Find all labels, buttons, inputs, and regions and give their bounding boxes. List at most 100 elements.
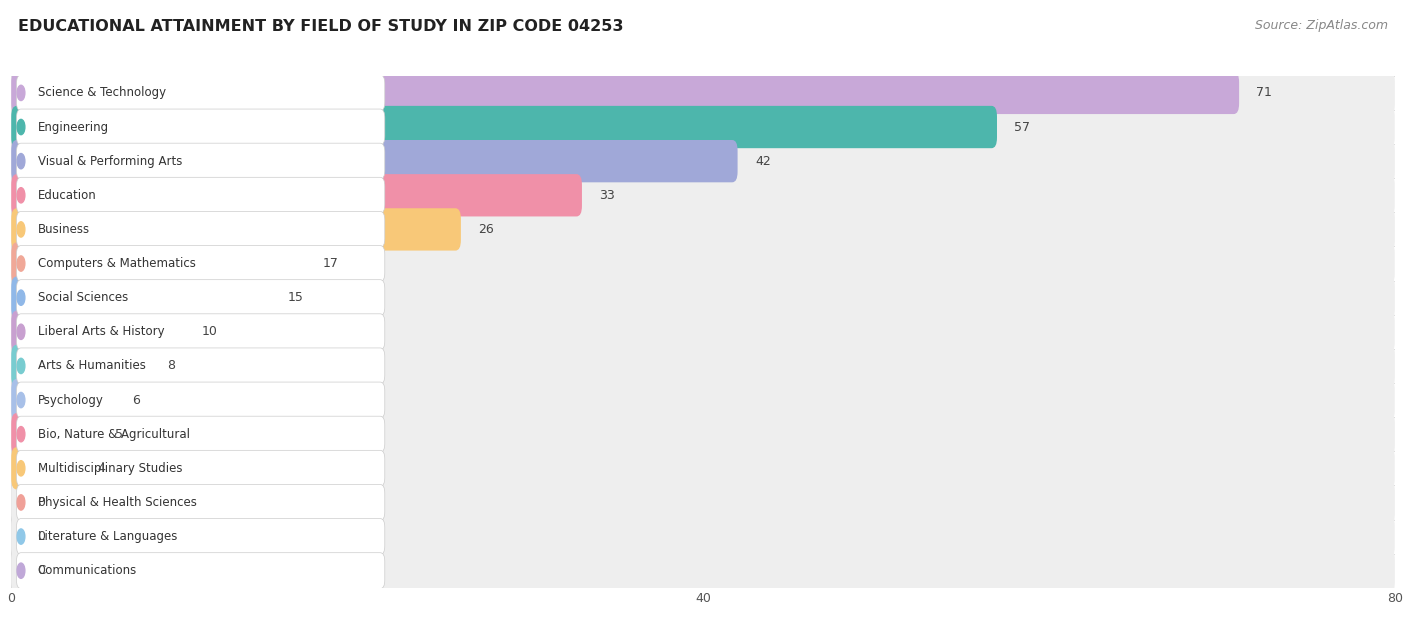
Text: 71: 71: [1257, 87, 1272, 99]
FancyBboxPatch shape: [17, 553, 385, 588]
FancyBboxPatch shape: [11, 311, 1395, 353]
FancyBboxPatch shape: [17, 280, 385, 315]
FancyBboxPatch shape: [11, 345, 149, 387]
Text: Business: Business: [38, 223, 90, 236]
FancyBboxPatch shape: [11, 246, 1395, 281]
Text: 0: 0: [37, 564, 45, 577]
FancyBboxPatch shape: [17, 212, 385, 247]
FancyBboxPatch shape: [11, 516, 1395, 557]
FancyBboxPatch shape: [11, 520, 1395, 554]
FancyBboxPatch shape: [11, 447, 1395, 489]
Text: Psychology: Psychology: [38, 394, 104, 406]
Circle shape: [17, 358, 25, 374]
FancyBboxPatch shape: [11, 72, 1395, 114]
FancyBboxPatch shape: [11, 277, 271, 319]
FancyBboxPatch shape: [11, 550, 1395, 592]
Text: Visual & Performing Arts: Visual & Performing Arts: [38, 155, 181, 167]
FancyBboxPatch shape: [17, 178, 385, 213]
Circle shape: [17, 427, 25, 442]
Text: Arts & Humanities: Arts & Humanities: [38, 360, 146, 372]
Text: 17: 17: [322, 257, 339, 270]
Text: 42: 42: [755, 155, 770, 167]
FancyBboxPatch shape: [11, 174, 582, 216]
FancyBboxPatch shape: [11, 482, 1395, 523]
Text: 5: 5: [115, 428, 122, 441]
FancyBboxPatch shape: [11, 485, 1395, 520]
FancyBboxPatch shape: [11, 243, 1395, 284]
Circle shape: [17, 324, 25, 339]
Text: 57: 57: [1014, 121, 1031, 133]
FancyBboxPatch shape: [11, 554, 1395, 588]
FancyBboxPatch shape: [11, 140, 1395, 182]
Text: Communications: Communications: [38, 564, 136, 577]
FancyBboxPatch shape: [17, 416, 385, 452]
FancyBboxPatch shape: [11, 349, 1395, 383]
Text: Literature & Languages: Literature & Languages: [38, 530, 177, 543]
FancyBboxPatch shape: [11, 72, 1239, 114]
FancyBboxPatch shape: [11, 311, 184, 353]
Text: 0: 0: [37, 496, 45, 509]
FancyBboxPatch shape: [17, 143, 385, 179]
FancyBboxPatch shape: [11, 209, 461, 250]
FancyBboxPatch shape: [11, 110, 1395, 144]
FancyBboxPatch shape: [11, 413, 1395, 455]
FancyBboxPatch shape: [17, 485, 385, 520]
FancyBboxPatch shape: [17, 519, 385, 554]
Circle shape: [17, 290, 25, 305]
Text: 33: 33: [599, 189, 614, 202]
Circle shape: [17, 222, 25, 237]
Circle shape: [17, 256, 25, 271]
Text: 0: 0: [37, 530, 45, 543]
FancyBboxPatch shape: [11, 76, 1395, 110]
FancyBboxPatch shape: [11, 345, 1395, 387]
Circle shape: [17, 495, 25, 510]
Circle shape: [17, 529, 25, 544]
FancyBboxPatch shape: [11, 212, 1395, 246]
Text: 10: 10: [201, 325, 218, 338]
FancyBboxPatch shape: [11, 277, 1395, 319]
Text: 6: 6: [132, 394, 141, 406]
FancyBboxPatch shape: [11, 140, 738, 182]
FancyBboxPatch shape: [11, 413, 98, 455]
FancyBboxPatch shape: [11, 315, 1395, 349]
Circle shape: [17, 461, 25, 476]
FancyBboxPatch shape: [11, 281, 1395, 315]
Text: 26: 26: [478, 223, 494, 236]
Circle shape: [17, 85, 25, 100]
FancyBboxPatch shape: [11, 383, 1395, 417]
FancyBboxPatch shape: [17, 382, 385, 418]
FancyBboxPatch shape: [11, 451, 1395, 485]
FancyBboxPatch shape: [11, 106, 997, 148]
Text: 15: 15: [288, 291, 304, 304]
Text: 8: 8: [167, 360, 174, 372]
FancyBboxPatch shape: [17, 246, 385, 281]
Circle shape: [17, 392, 25, 408]
FancyBboxPatch shape: [11, 174, 1395, 216]
FancyBboxPatch shape: [17, 75, 385, 111]
FancyBboxPatch shape: [11, 379, 115, 421]
FancyBboxPatch shape: [11, 144, 1395, 178]
Circle shape: [17, 188, 25, 203]
FancyBboxPatch shape: [11, 379, 1395, 421]
Circle shape: [17, 154, 25, 169]
FancyBboxPatch shape: [11, 417, 1395, 451]
FancyBboxPatch shape: [17, 314, 385, 349]
Text: 4: 4: [98, 462, 105, 475]
Text: Social Sciences: Social Sciences: [38, 291, 128, 304]
Text: Bio, Nature & Agricultural: Bio, Nature & Agricultural: [38, 428, 190, 441]
FancyBboxPatch shape: [11, 243, 305, 284]
Circle shape: [17, 119, 25, 135]
Text: Engineering: Engineering: [38, 121, 108, 133]
FancyBboxPatch shape: [17, 451, 385, 486]
FancyBboxPatch shape: [11, 447, 80, 489]
Text: Computers & Mathematics: Computers & Mathematics: [38, 257, 195, 270]
Circle shape: [17, 563, 25, 578]
Text: Education: Education: [38, 189, 97, 202]
Text: Source: ZipAtlas.com: Source: ZipAtlas.com: [1254, 19, 1388, 32]
FancyBboxPatch shape: [11, 106, 1395, 148]
FancyBboxPatch shape: [11, 178, 1395, 212]
Text: Physical & Health Sciences: Physical & Health Sciences: [38, 496, 197, 509]
Text: Science & Technology: Science & Technology: [38, 87, 166, 99]
Text: Multidisciplinary Studies: Multidisciplinary Studies: [38, 462, 183, 475]
Text: Liberal Arts & History: Liberal Arts & History: [38, 325, 165, 338]
